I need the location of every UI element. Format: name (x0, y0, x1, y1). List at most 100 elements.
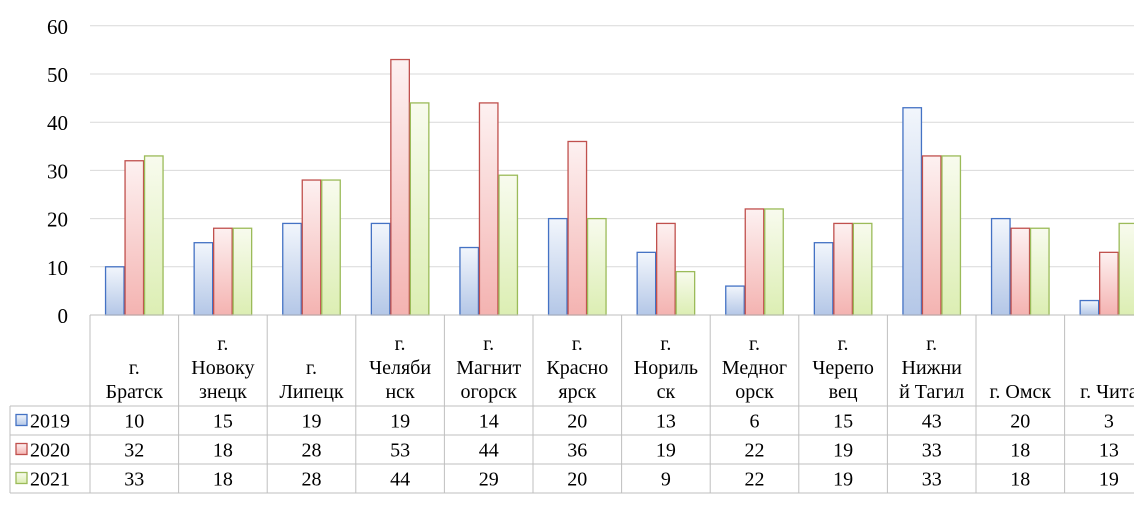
bar-2020-0 (124, 160, 145, 316)
table-value: 19 (390, 411, 410, 433)
bar-2021-11 (1118, 222, 1134, 316)
category-label: г. (483, 333, 494, 355)
category-label: г. (572, 333, 583, 355)
bar-2021-4 (498, 174, 519, 316)
bar-2019-4 (459, 246, 480, 316)
table-value: 20 (1010, 411, 1030, 433)
y-tick-label: 20 (47, 208, 68, 232)
bar-2019-3 (370, 222, 391, 316)
y-tick-label: 60 (47, 15, 68, 39)
table-value: 44 (390, 469, 410, 491)
bar-2020-4 (478, 102, 499, 316)
category-label: г. (395, 333, 406, 355)
bar-2019-10 (990, 217, 1011, 316)
bar-2020-9 (921, 155, 942, 316)
y-tick-label: 40 (47, 111, 68, 135)
bar-2019-2 (282, 222, 302, 316)
table-value: 29 (479, 469, 499, 491)
y-axis-ticks: 0 10 20 30 40 50 60 (47, 15, 68, 328)
table-value: 36 (567, 440, 587, 462)
bar-2020-8 (833, 222, 853, 316)
category-label: Черепо (812, 357, 873, 379)
bar-2020-2 (301, 179, 322, 316)
table-value: 19 (656, 440, 676, 462)
category-label: Магнит (456, 357, 521, 379)
bar-2019-6 (636, 251, 657, 316)
category-label: огорск (461, 381, 518, 403)
legend-label-2020: 2020 (30, 440, 70, 462)
data-table: г.Братскг.Новокузнецкг.Липецкг.Челябинск… (9, 314, 1134, 494)
category-label: г. (660, 333, 671, 355)
table-value: 44 (479, 440, 499, 462)
bar-2020-6 (656, 222, 676, 316)
category-label: г. (306, 357, 317, 379)
table-value: 18 (213, 469, 233, 491)
table-value: 9 (661, 469, 671, 491)
table-value: 19 (302, 411, 322, 433)
y-tick-label: 30 (47, 159, 68, 183)
table-value: 18 (1010, 440, 1030, 462)
bars (104, 58, 1134, 316)
table-value: 32 (124, 440, 144, 462)
category-label: Нориль (634, 357, 698, 379)
y-tick-label: 10 (47, 256, 68, 280)
bar-2021-5 (586, 217, 607, 316)
table-value: 13 (1099, 440, 1119, 462)
bar-2020-3 (390, 58, 411, 316)
category-label: Красно (546, 357, 608, 379)
legend-key-2020 (15, 442, 28, 456)
category-label: вец (829, 381, 858, 403)
bar-2020-11 (1099, 251, 1119, 316)
bar-2019-11 (1079, 299, 1100, 316)
table-value: 18 (1010, 469, 1030, 491)
category-label: г. (749, 333, 760, 355)
bar-2021-1 (232, 227, 253, 316)
bar-2019-8 (813, 242, 834, 316)
bar-2021-7 (764, 208, 784, 316)
table-value: 20 (567, 411, 587, 433)
table-value: 43 (922, 411, 942, 433)
table-value: 14 (479, 411, 499, 433)
table-value: 28 (302, 469, 322, 491)
table-value: 22 (745, 440, 765, 462)
table-value: 33 (124, 469, 144, 491)
table-value: 15 (213, 411, 233, 433)
bar-2020-5 (567, 140, 588, 316)
legend-label-2021: 2021 (30, 469, 70, 491)
table-value: 19 (833, 440, 853, 462)
bar-2021-3 (409, 102, 430, 316)
table-value: 10 (124, 411, 144, 433)
bar-2019-0 (104, 266, 125, 316)
category-label: знецк (199, 381, 247, 403)
table-value: 13 (656, 411, 676, 433)
table-value: 53 (390, 440, 410, 462)
bar-2021-9 (941, 155, 962, 316)
bar-2019-1 (193, 242, 214, 316)
bar-2020-7 (744, 208, 765, 316)
legend-key-2019 (15, 413, 28, 427)
category-label: г. (217, 333, 228, 355)
legend-label-2019: 2019 (30, 411, 70, 433)
category-label: орск (735, 381, 774, 403)
category-label: Нижни (902, 357, 963, 379)
category-label: Братск (106, 381, 164, 403)
bar-2021-8 (852, 222, 873, 316)
legend-key-2021 (15, 471, 28, 485)
bar-2020-1 (212, 227, 233, 316)
category-label: г. (129, 357, 140, 379)
table-value: 33 (922, 469, 942, 491)
bar-2020-10 (1010, 227, 1031, 316)
table-value: 20 (567, 469, 587, 491)
table-value: 28 (302, 440, 322, 462)
bar-2021-6 (675, 270, 696, 316)
table-value: 3 (1104, 411, 1114, 433)
category-label: г. (926, 333, 937, 355)
bar-2019-9 (902, 107, 923, 316)
category-label: г. Омск (989, 381, 1051, 403)
category-label: нск (385, 381, 415, 403)
table-value: 6 (750, 411, 760, 433)
table-value: 33 (922, 440, 942, 462)
category-label: ск (657, 381, 676, 403)
category-label: Челяби (369, 357, 431, 379)
